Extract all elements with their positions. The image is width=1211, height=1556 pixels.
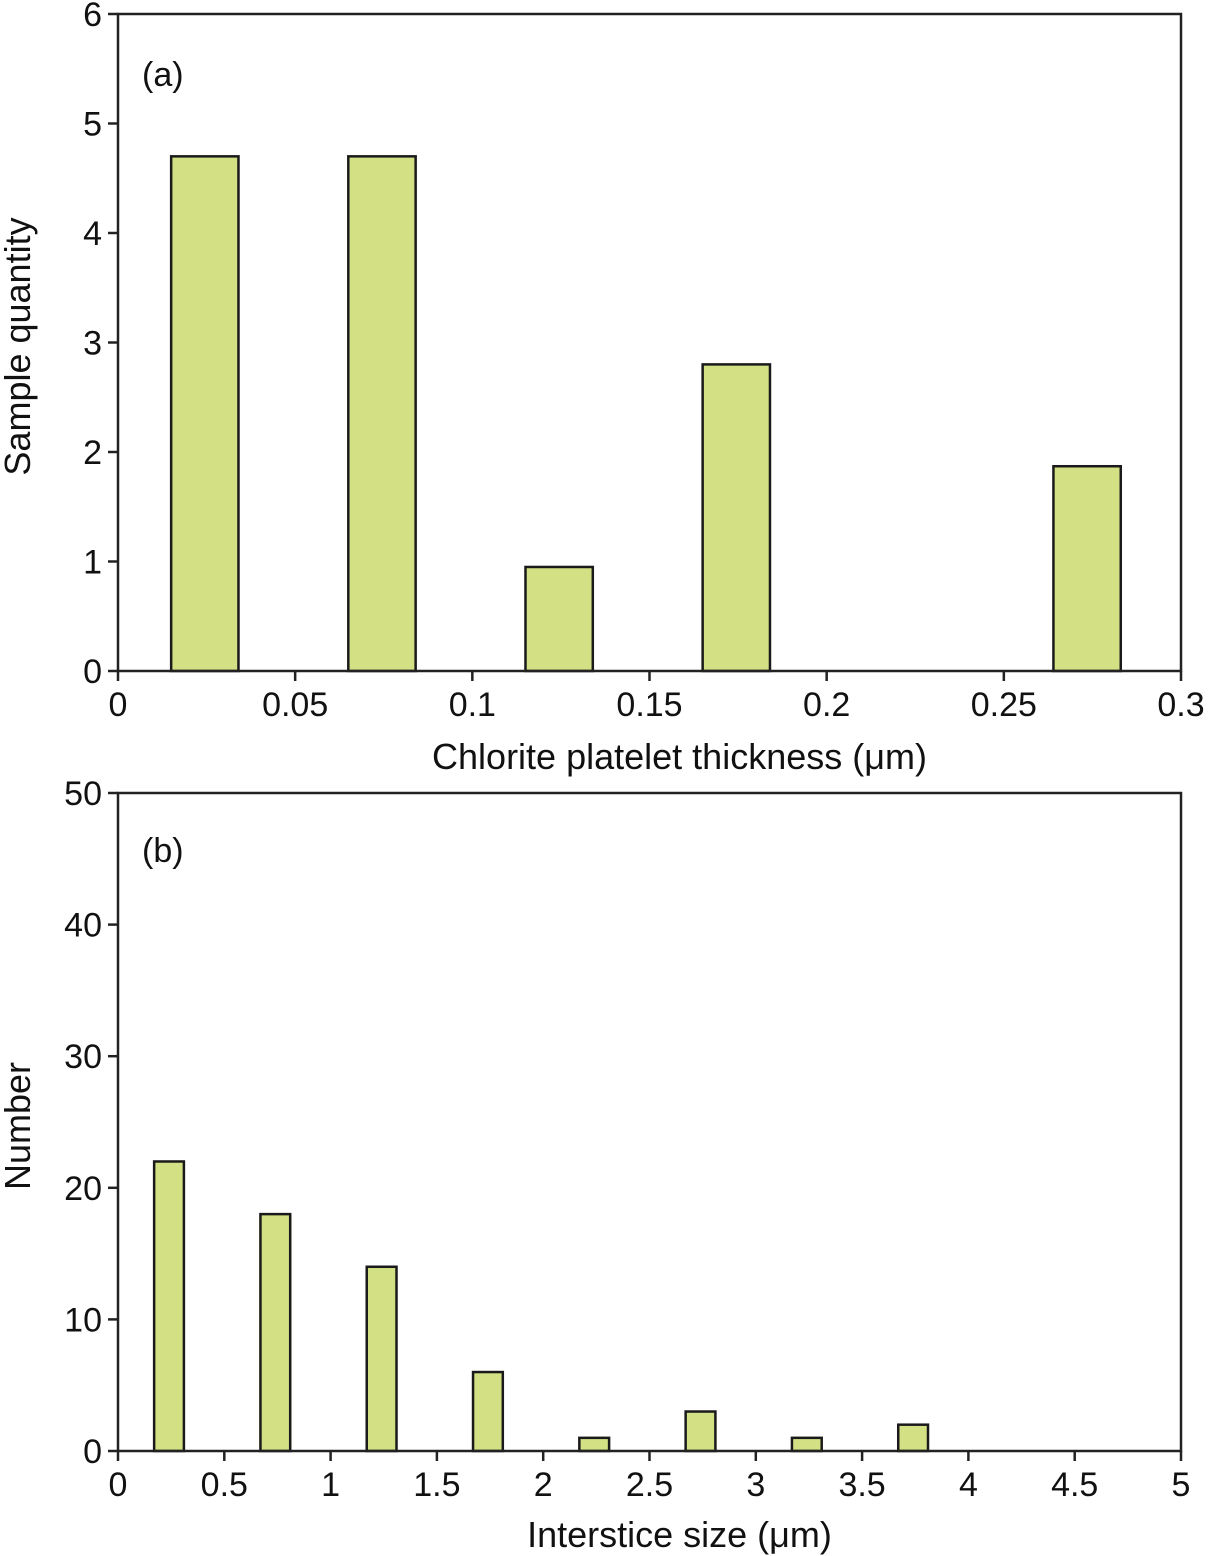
y-tick-label: 30 — [64, 1038, 102, 1076]
x-axis-title: Chlorite platelet thickness (μm) — [432, 736, 927, 777]
x-tick-label: 1 — [321, 1466, 340, 1504]
y-tick-label: 0 — [83, 1433, 102, 1471]
x-tick-label: 0.1 — [449, 686, 496, 724]
y-tick-label: 0 — [83, 653, 102, 691]
x-tick-label: 4.5 — [1051, 1466, 1098, 1504]
x-tick-label: 0.5 — [201, 1466, 248, 1504]
histogram-bar — [152, 1160, 186, 1453]
x-tick-label: 2 — [534, 1466, 553, 1504]
x-tick-label: 4 — [959, 1466, 978, 1504]
histogram-bar — [701, 363, 772, 673]
y-axis-title: Sample quantity — [0, 217, 38, 475]
x-tick-label: 3.5 — [838, 1466, 885, 1504]
y-tick-label: 5 — [83, 106, 102, 144]
histogram-bar — [169, 155, 240, 673]
histogram-bar — [578, 1436, 611, 1453]
x-tick-label: 0 — [109, 1466, 128, 1504]
panel-a-thickness-histogram: 0 0.05 0.1 0.15 0.2 0.25 0.3 0 1 2 3 4 5 6 Chlorite pl… — [0, 0, 1205, 777]
x-tick-label: 5 — [1172, 1466, 1191, 1504]
y-tick-label: 2 — [83, 434, 102, 472]
histogram-bar — [365, 1265, 398, 1453]
x-tick-label: 0.3 — [1157, 686, 1204, 724]
x-tick-label: 0.15 — [616, 686, 682, 724]
x-tick-label: 0 — [109, 686, 128, 724]
y-tick-label: 10 — [64, 1301, 102, 1339]
x-axis-title: Interstice size (μm) — [527, 1514, 832, 1555]
y-tick-label: 50 — [64, 775, 102, 813]
y-tick-label: 6 — [83, 0, 102, 34]
panel-b-interstice-histogram: 0 0.5 1 1.5 2 2.5 3 3.5 4 4.5 501020304050Intersti… — [0, 775, 1190, 1555]
y-tick-label: 4 — [83, 215, 102, 253]
histogram-bar — [790, 1436, 823, 1453]
histogram-bar — [684, 1410, 717, 1453]
x-tick-label: 0.05 — [262, 686, 328, 724]
y-axis-title: Number — [0, 1062, 38, 1190]
histogram-bar — [1052, 464, 1123, 673]
panel-label: (a) — [142, 56, 184, 94]
x-tick-label: 0.2 — [803, 686, 850, 724]
histogram-bar — [259, 1212, 292, 1453]
histogram-bar — [524, 565, 595, 673]
histogram-bar — [896, 1423, 930, 1453]
histogram-bar — [471, 1370, 505, 1453]
panel-label: (b) — [142, 832, 184, 870]
x-tick-label: 0.25 — [971, 686, 1037, 724]
plot-frame — [116, 12, 1183, 673]
y-tick-label: 3 — [83, 325, 102, 363]
x-tick-label: 2.5 — [626, 1466, 673, 1504]
histogram-bar — [347, 155, 417, 673]
y-tick-label: 20 — [64, 1170, 102, 1208]
x-tick-label: 3 — [746, 1466, 765, 1504]
y-tick-label: 1 — [83, 544, 102, 582]
x-tick-label: 1.5 — [413, 1466, 460, 1504]
y-tick-label: 40 — [64, 907, 102, 945]
